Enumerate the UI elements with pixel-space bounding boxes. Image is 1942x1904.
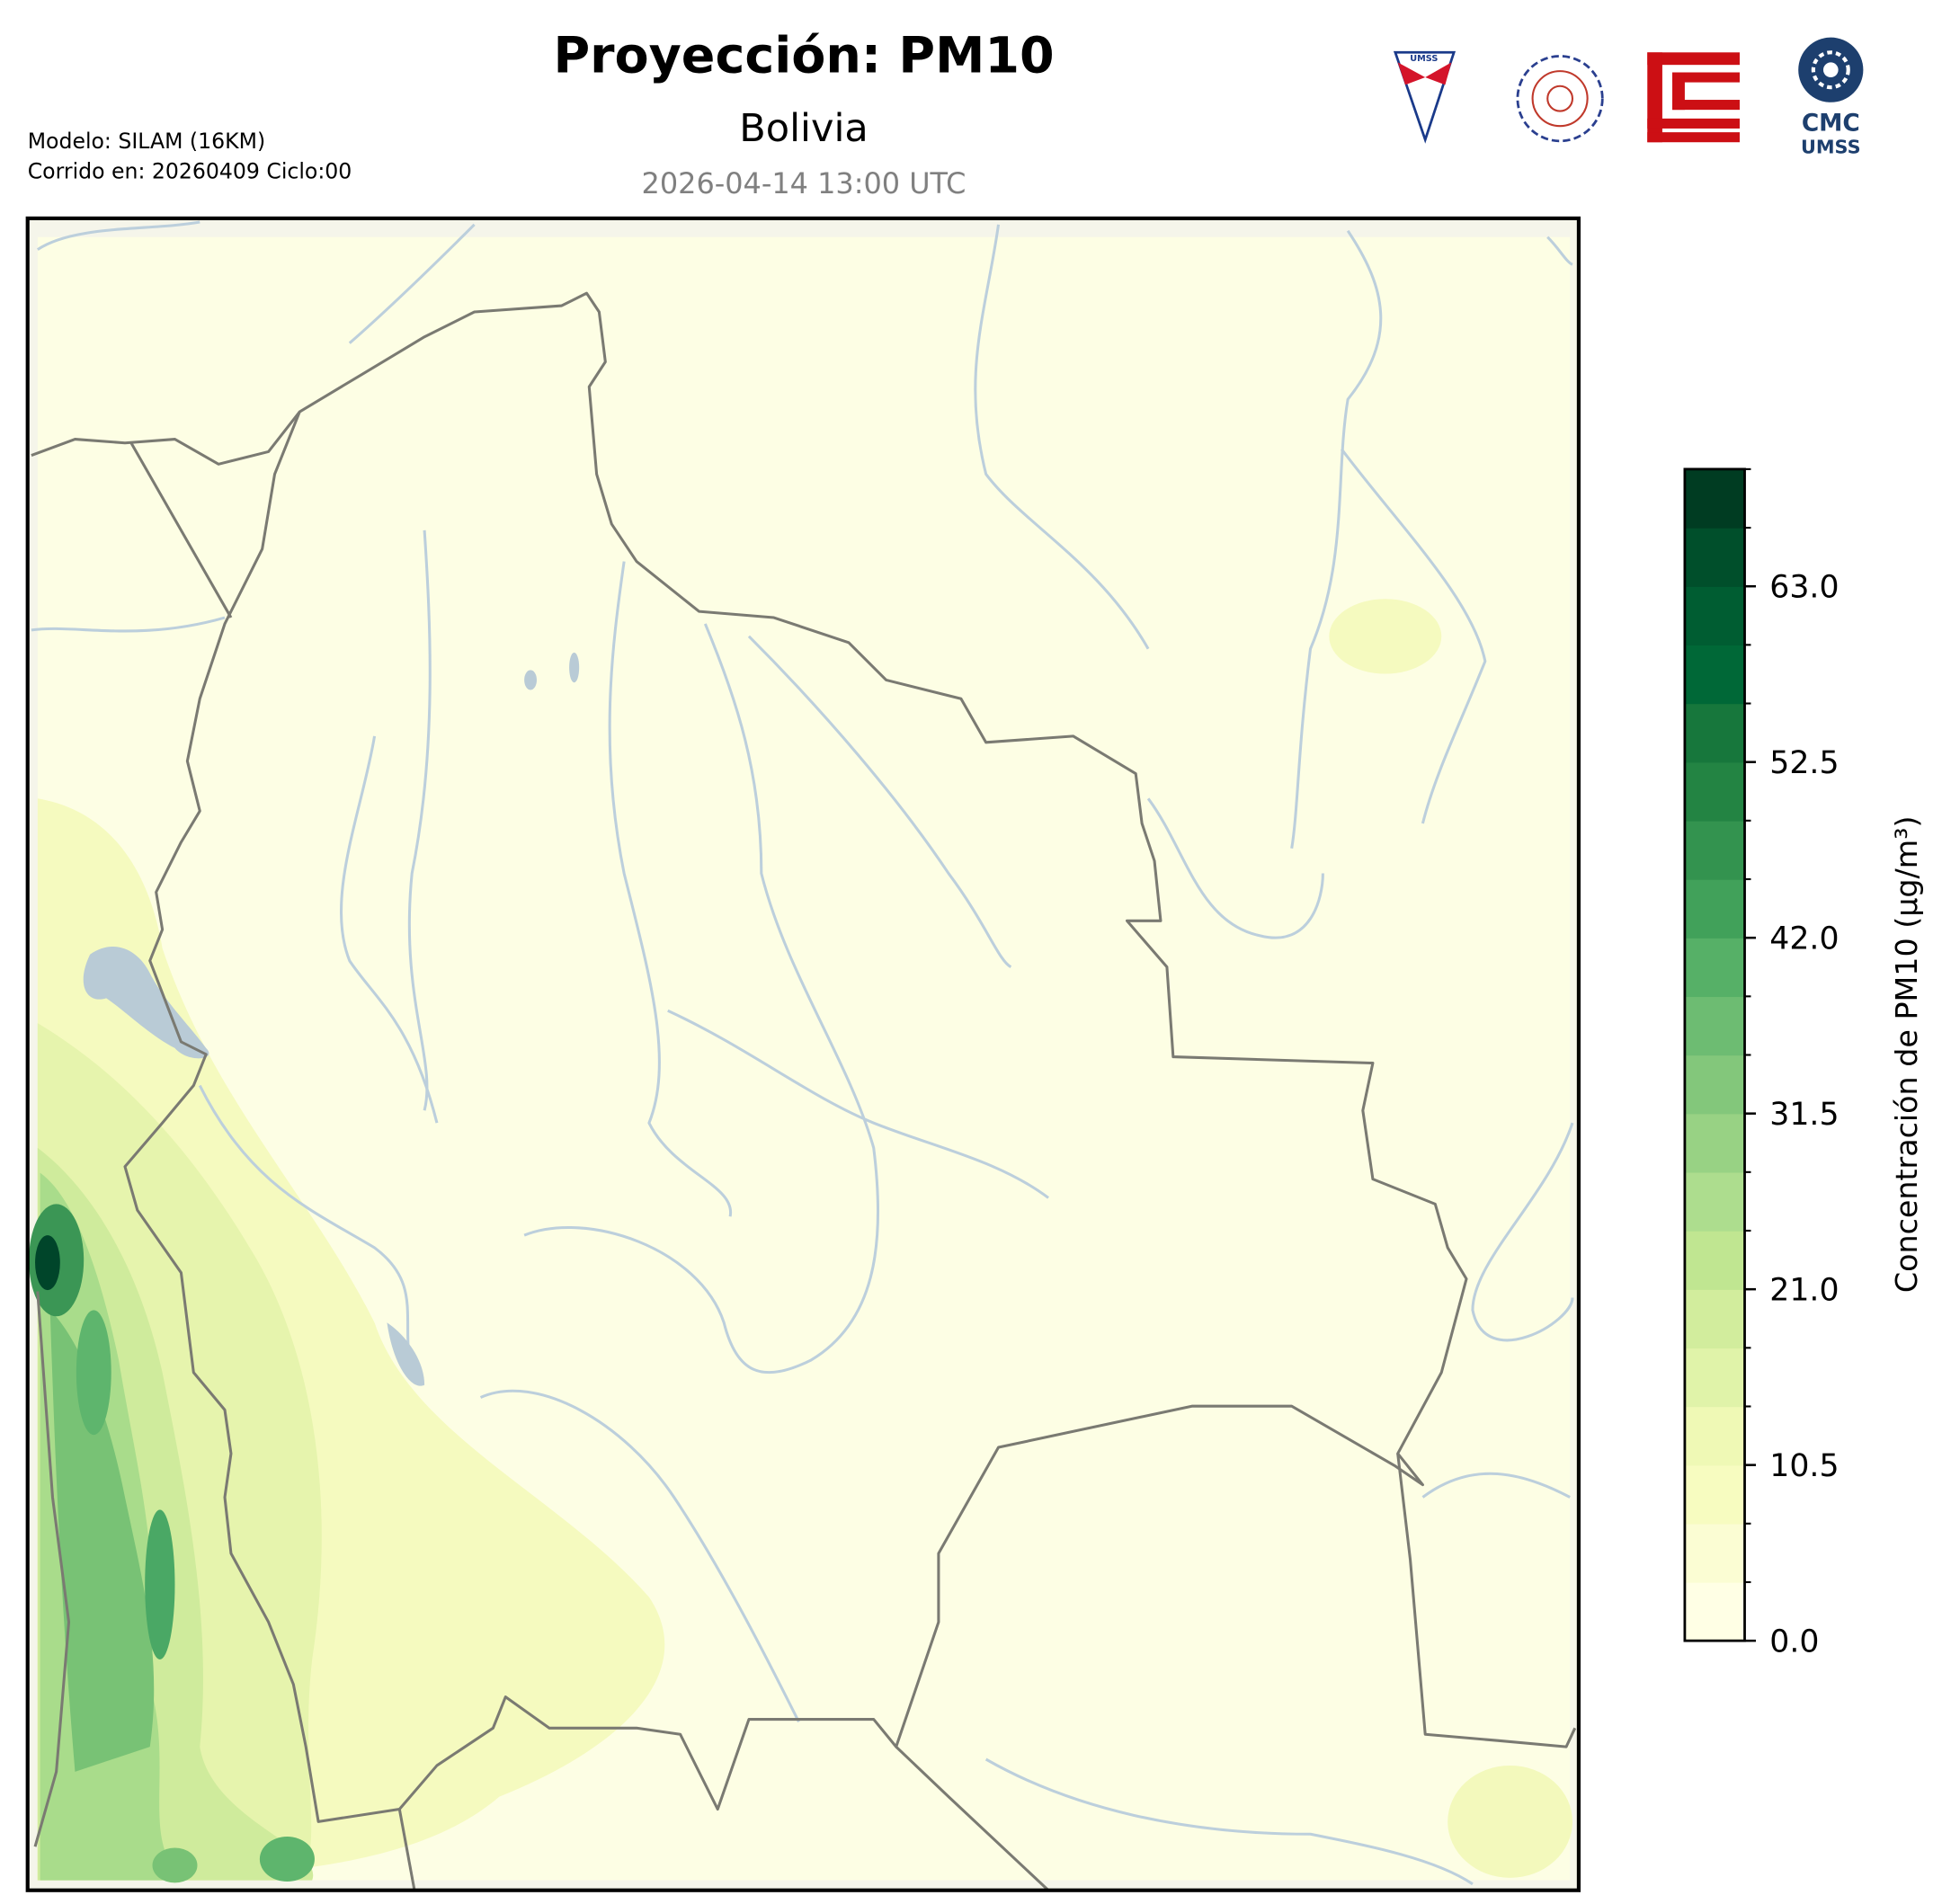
colorbar-segment — [1684, 1054, 1745, 1115]
logo-cmc: CMC UMSS — [1798, 37, 1864, 158]
colorbar-segment — [1684, 1406, 1745, 1466]
logo-umss: UMSS — [1393, 50, 1456, 144]
subtitle: Bolivia — [739, 106, 869, 151]
colorbar-tick-label: 52.5 — [1769, 745, 1839, 781]
colorbar-tick-label: 63.0 — [1769, 570, 1839, 606]
rivers — [31, 220, 1574, 1886]
colorbar-segment — [1684, 1464, 1745, 1525]
colorbar-tick-label: 42.0 — [1769, 921, 1839, 957]
concentration-field — [29, 599, 1572, 1883]
colorbar-segment — [1684, 1230, 1745, 1290]
colorbar-segment — [1684, 996, 1745, 1056]
colorbar-segment — [1684, 703, 1745, 763]
logo-badge-text: UMSS — [1410, 54, 1438, 64]
colorbar-segment — [1684, 1348, 1745, 1408]
colorbar-segment — [1684, 645, 1745, 705]
lake — [524, 670, 537, 690]
colorbar-tick-label: 31.5 — [1769, 1097, 1839, 1133]
colorbar-segment — [1684, 1171, 1745, 1232]
colorbar-segment — [1684, 1581, 1745, 1642]
logo-engineering — [1647, 52, 1740, 143]
colorbar-label: Concentración de PM10 (µg/m³) — [1889, 815, 1924, 1293]
colorbar-segment — [1684, 761, 1745, 822]
colorbar-segment — [1684, 468, 1745, 529]
colorbar-segment — [1684, 938, 1745, 998]
colorbar-segment — [1684, 1289, 1745, 1349]
map — [25, 216, 1581, 1892]
colorbar: Concentración de PM10 (µg/m³) 0.0 10.5 21.… — [1683, 467, 1924, 1660]
logo-umss-text: UMSS — [1801, 137, 1861, 158]
run-info: Corrido en: 20260409 Ciclo:00 — [28, 158, 352, 183]
colorbar-segment — [1684, 820, 1745, 880]
model-info: Modelo: SILAM (16KM) — [28, 129, 265, 154]
colorbar-segment — [1684, 879, 1745, 939]
colorbar-tick-label: 10.5 — [1769, 1448, 1839, 1484]
colorbar-segment — [1684, 528, 1745, 587]
borders — [31, 291, 1577, 1891]
colorbar-tick-label: 21.0 — [1769, 1273, 1839, 1309]
colorbar-segment — [1684, 586, 1745, 646]
lake — [569, 652, 580, 683]
title: Proyección: PM10 — [553, 27, 1054, 85]
colorbar-segment — [1684, 1113, 1745, 1173]
datetime: 2026-04-14 13:00 UTC — [642, 166, 967, 200]
colorbar-tick-label: 0.0 — [1769, 1624, 1819, 1660]
colorbar-segment — [1684, 1523, 1745, 1583]
logo-cmc-text: CMC — [1802, 111, 1860, 138]
lake-poopo — [387, 1322, 425, 1386]
logo-physics — [1516, 55, 1604, 143]
